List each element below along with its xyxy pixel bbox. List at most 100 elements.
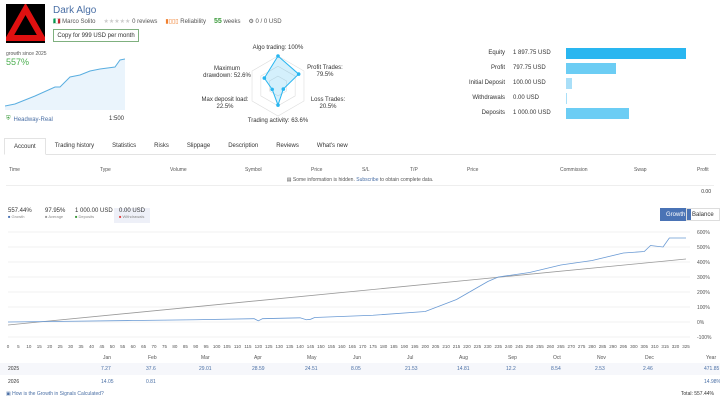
column-header: Price	[467, 167, 479, 173]
column-header: Swap	[634, 167, 647, 173]
tab-statistics[interactable]: Statistics	[112, 143, 137, 149]
month-header: Mar	[201, 355, 210, 361]
month-value[interactable]: 14.05	[101, 379, 114, 385]
tab-description[interactable]: Description	[228, 143, 259, 149]
x-tick: 280	[588, 344, 596, 349]
account-label: Profit	[490, 65, 505, 71]
column-header: Symbol	[245, 167, 262, 173]
stat-withdrawals[interactable]: 0.00 USD ■ Withdrawals	[114, 208, 151, 223]
x-tick: 110	[234, 344, 242, 349]
x-tick: 260	[547, 344, 555, 349]
x-tick: 80	[172, 344, 178, 349]
x-tick: 0	[7, 344, 10, 349]
month-header: Year	[706, 355, 717, 361]
month-value[interactable]: 8.54	[551, 366, 561, 372]
tab-what-s-new[interactable]: What's new	[316, 143, 348, 149]
x-tick: 300	[630, 344, 638, 349]
month-header: May	[307, 355, 317, 361]
month-value[interactable]: 24.51	[305, 366, 318, 372]
x-tick: 180	[380, 344, 388, 349]
month-value[interactable]: 7.27	[101, 366, 111, 372]
x-tick: 85	[183, 344, 189, 349]
account-label: Initial Deposit	[468, 80, 505, 86]
month-header: Nov	[597, 355, 606, 361]
month-value[interactable]: 8.05	[351, 366, 361, 372]
author[interactable]: 🇮🇹 Marco Solito	[53, 19, 96, 25]
month-value[interactable]: 12.2	[506, 366, 516, 372]
stat-growth[interactable]: 557.44% ■ Growth	[8, 208, 32, 219]
x-tick: 205	[432, 344, 440, 349]
account-row: Profit 797.75 USD	[400, 62, 617, 74]
x-tick: 200	[421, 344, 429, 349]
x-tick: 65	[141, 344, 147, 349]
month-value[interactable]: 2.46	[643, 366, 653, 372]
y-tick: 500%	[697, 245, 710, 251]
stat-value: 0.00 USD	[119, 208, 146, 214]
month-header: Oct	[553, 355, 561, 361]
tab-account[interactable]: Account	[4, 138, 46, 155]
account-row: Deposits 1 000.00 USD	[400, 107, 630, 119]
x-tick: 30	[68, 344, 74, 349]
month-header: Dec	[645, 355, 654, 361]
x-tick: 35	[79, 344, 85, 349]
y-tick: 100%	[697, 305, 710, 311]
month-value[interactable]: 0.81	[146, 379, 156, 385]
column-header: Price	[311, 167, 323, 173]
month-header: Feb	[148, 355, 157, 361]
account-bar	[566, 92, 567, 104]
growth-button[interactable]: Growth	[660, 208, 692, 221]
x-tick: 140	[296, 344, 304, 349]
x-tick: 130	[275, 344, 283, 349]
account-bar	[566, 47, 686, 59]
balance-button[interactable]: Balance	[686, 208, 720, 221]
x-tick: 225	[474, 344, 482, 349]
month-value[interactable]: 37.6	[146, 366, 156, 372]
month-value[interactable]: 21.53	[405, 366, 418, 372]
y-tick: -100%	[697, 335, 712, 341]
account-label: Equity	[488, 50, 505, 56]
x-tick: 235	[494, 344, 502, 349]
growth-calc-link[interactable]: ▣ How is the Growth in Signals Calculate…	[6, 391, 104, 397]
stat-label: ■ Withdrawals	[119, 214, 145, 219]
x-tick: 15	[37, 344, 43, 349]
x-tick: 295	[620, 344, 628, 349]
radar-point	[281, 87, 286, 91]
x-tick: 155	[328, 344, 336, 349]
signal-meta: 🇮🇹 Marco Solito ★★★★★ 0 reviews ▮▯▯▯ Rel…	[53, 18, 282, 25]
radar-activity: Trading activity: 63.6%	[247, 118, 309, 124]
month-value[interactable]: 2.53	[595, 366, 605, 372]
x-tick: 115	[244, 344, 252, 349]
tab-reviews[interactable]: Reviews	[276, 143, 299, 149]
month-value[interactable]: 471.85	[704, 366, 720, 372]
tab-trading-history[interactable]: Trading history	[54, 143, 95, 149]
x-tick: 240	[505, 344, 513, 349]
stat-average[interactable]: 97.95% ■ Average	[45, 208, 65, 219]
month-header: Apr	[254, 355, 262, 361]
x-tick: 250	[526, 344, 534, 349]
account-value: 0.00 USD	[513, 95, 540, 101]
growth-chart: 600% 500% 400% 300% 200% 100% 0% -100% 0 5 10 15 20 2…	[7, 230, 712, 349]
month-value[interactable]: 29.01	[199, 366, 212, 372]
month-value[interactable]: 28.59	[252, 366, 265, 372]
subscribe-link[interactable]: Subscribe	[356, 177, 379, 183]
x-tick: 25	[58, 344, 64, 349]
tab-bar: Account Trading history Statistics Risks Sli…	[4, 138, 716, 155]
tab-risks[interactable]: Risks	[154, 143, 169, 149]
signal-title[interactable]: Dark Algo	[53, 5, 97, 16]
broker[interactable]: ⛨ Headway-Real	[6, 116, 53, 123]
stat-deposits[interactable]: 1 000.00 USD ■ Deposits	[75, 208, 113, 219]
month-value[interactable]: 14.81	[457, 366, 470, 372]
account-label: Deposits	[481, 110, 505, 116]
x-tick: 50	[110, 344, 116, 349]
month-value[interactable]: 14.98%	[704, 379, 720, 385]
radar-loss: Loss Trades: 20.5%	[310, 97, 346, 110]
growth-line	[7, 237, 686, 323]
x-tick: 305	[641, 344, 649, 349]
growth-sparkline	[5, 58, 125, 110]
radar-point	[270, 87, 274, 92]
copy-button[interactable]: Copy for 999 USD per month	[53, 29, 139, 42]
account-label: Withdrawals	[472, 95, 505, 101]
tab-slippage[interactable]: Slippage	[186, 143, 211, 149]
x-tick: 315	[661, 344, 669, 349]
stat-value: 97.95%	[45, 208, 66, 214]
